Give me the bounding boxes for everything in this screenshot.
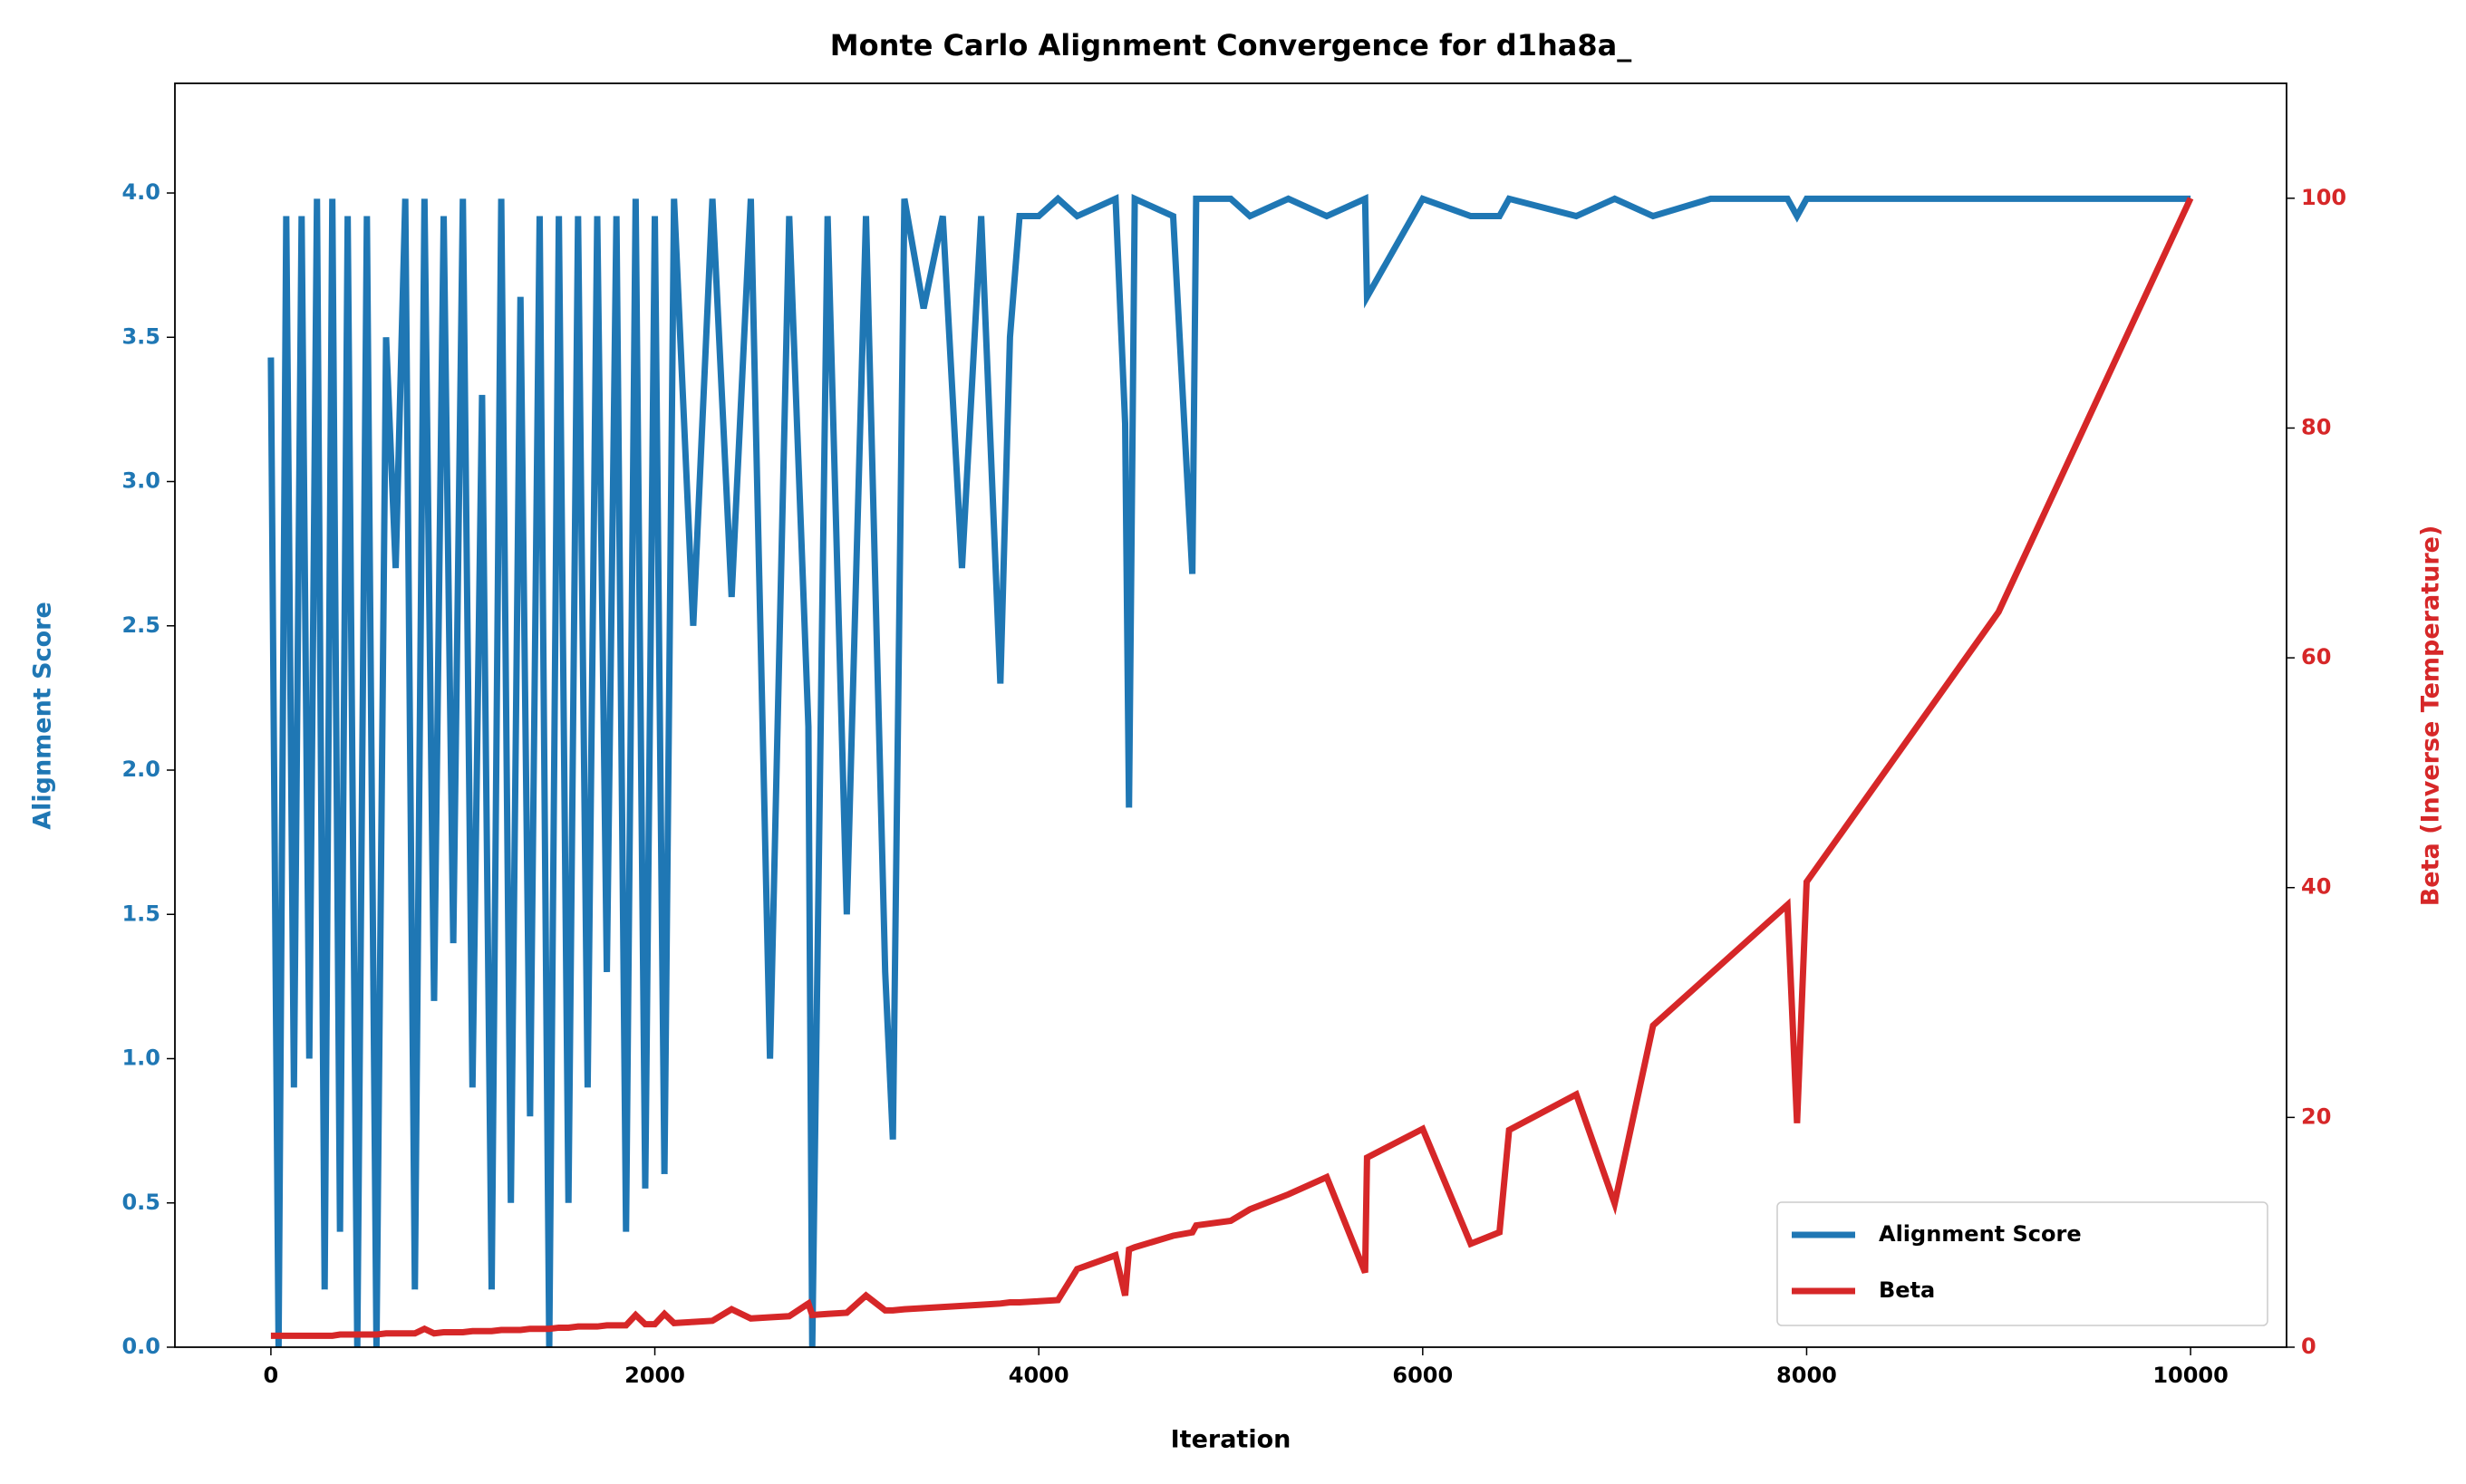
y-axis-label: Alignment Score [29,602,57,830]
legend-label: Alignment Score [1879,1221,2082,1247]
x-tick-label: 2000 [624,1363,685,1388]
chart-title: Monte Carlo Alignment Convergence for d1… [830,28,1631,63]
x-tick-label: 4000 [1009,1363,1069,1388]
legend-box [1776,1201,2268,1326]
x-tick-label: 10000 [2152,1363,2229,1388]
y2-tick-label: 80 [2301,414,2331,439]
y-tick-label: 4.0 [121,179,160,205]
y2-tick-label: 60 [2301,644,2331,670]
y2-tick-label: 20 [2301,1103,2331,1129]
data-line [270,197,2194,1339]
y-tick-label: 0.5 [121,1190,160,1215]
y2-axis-label: Beta (Inverse Temperature) [2417,525,2445,907]
legend-label: Beta [1879,1277,1935,1303]
y-tick-label: 0.0 [121,1334,160,1359]
x-tick-label: 8000 [1776,1363,1837,1388]
plot-frame [174,82,2287,1348]
y-tick-label: 3.0 [121,468,160,494]
data-line [267,194,2191,1348]
y2-tick-label: 40 [2301,874,2331,900]
x-tick-label: 6000 [1392,1363,1453,1388]
y-tick-label: 1.0 [121,1046,160,1071]
y2-tick-label: 100 [2301,185,2346,210]
y-tick-label: 2.5 [121,612,160,638]
y-tick-label: 1.5 [121,901,160,926]
y-tick-label: 2.0 [121,756,160,782]
x-tick-label: 0 [264,1363,279,1388]
y2-tick-label: 0 [2301,1334,2316,1359]
x-axis-label: Iteration [1171,1426,1291,1454]
y-tick-label: 3.5 [121,323,160,349]
